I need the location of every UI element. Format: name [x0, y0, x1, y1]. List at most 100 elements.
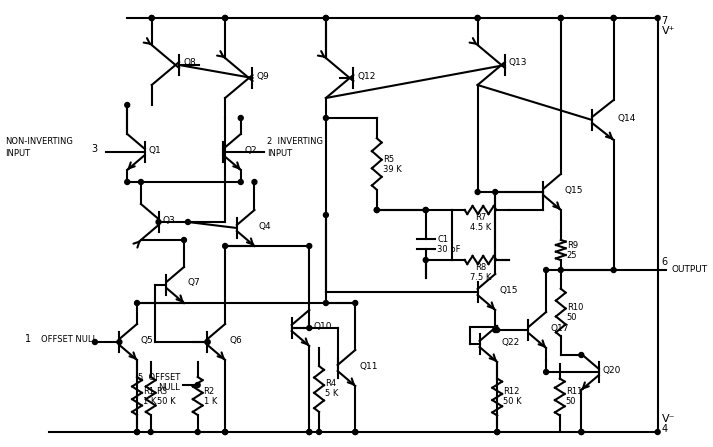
Text: INPUT: INPUT	[267, 149, 292, 159]
Text: NON-INVERTING: NON-INVERTING	[5, 138, 73, 147]
Circle shape	[156, 219, 161, 224]
Text: Q11: Q11	[359, 362, 378, 371]
Circle shape	[495, 430, 500, 434]
Circle shape	[324, 16, 329, 21]
Circle shape	[611, 267, 616, 273]
Circle shape	[353, 300, 358, 305]
Circle shape	[317, 430, 322, 434]
Text: 1 K: 1 K	[143, 396, 156, 405]
Text: R1: R1	[143, 387, 154, 396]
Circle shape	[205, 340, 210, 345]
Text: Q10: Q10	[313, 321, 332, 330]
Text: Q3: Q3	[163, 215, 175, 224]
Circle shape	[424, 257, 429, 262]
Text: V⁻: V⁻	[662, 414, 675, 424]
Circle shape	[222, 244, 227, 249]
Text: 5 K: 5 K	[325, 389, 338, 398]
Circle shape	[324, 16, 329, 21]
Text: 5  OFFSET: 5 OFFSET	[138, 372, 180, 381]
Text: 3: 3	[91, 144, 97, 154]
Circle shape	[238, 180, 243, 185]
Text: R4: R4	[325, 380, 336, 388]
Circle shape	[195, 430, 200, 434]
Circle shape	[611, 16, 616, 21]
Text: R5: R5	[383, 155, 394, 164]
Circle shape	[307, 430, 312, 434]
Text: V⁺: V⁺	[662, 26, 675, 36]
Circle shape	[611, 16, 616, 21]
Circle shape	[579, 430, 584, 434]
Text: 1: 1	[25, 334, 31, 344]
Text: Q6: Q6	[229, 336, 242, 345]
Circle shape	[558, 16, 563, 21]
Circle shape	[655, 430, 660, 434]
Circle shape	[149, 16, 154, 21]
Circle shape	[205, 340, 210, 345]
Text: Q8: Q8	[183, 59, 196, 67]
Circle shape	[374, 207, 379, 212]
Circle shape	[475, 16, 480, 21]
Circle shape	[495, 328, 500, 333]
Circle shape	[307, 325, 312, 330]
Circle shape	[493, 328, 498, 333]
Text: R9: R9	[567, 240, 578, 249]
Circle shape	[307, 430, 312, 434]
Text: 7.5 K: 7.5 K	[470, 273, 491, 282]
Text: R11: R11	[565, 388, 582, 396]
Circle shape	[135, 430, 140, 434]
Circle shape	[125, 180, 130, 185]
Circle shape	[135, 300, 140, 305]
Text: 2  INVERTING: 2 INVERTING	[267, 138, 323, 147]
Text: Q14: Q14	[617, 114, 636, 122]
Circle shape	[543, 267, 548, 273]
Text: R2: R2	[204, 387, 215, 396]
Circle shape	[125, 102, 130, 107]
Circle shape	[135, 430, 140, 434]
Circle shape	[655, 16, 660, 21]
Text: 4.5 K: 4.5 K	[470, 223, 491, 232]
Text: OUTPUT: OUTPUT	[672, 266, 707, 274]
Text: R8: R8	[475, 263, 486, 273]
Circle shape	[307, 244, 312, 249]
Text: 6: 6	[662, 257, 667, 267]
Text: 1 K: 1 K	[204, 396, 217, 405]
Text: C1: C1	[438, 235, 448, 244]
Text: Q20: Q20	[603, 366, 621, 375]
Text: INPUT: INPUT	[5, 149, 30, 159]
Text: 50 K: 50 K	[157, 396, 175, 405]
Circle shape	[238, 115, 243, 121]
Text: Q17: Q17	[550, 324, 568, 333]
Circle shape	[579, 353, 584, 358]
Circle shape	[149, 16, 154, 21]
Circle shape	[324, 115, 329, 121]
Text: Q15: Q15	[499, 286, 518, 295]
Text: Q13: Q13	[509, 59, 528, 67]
Circle shape	[182, 237, 186, 243]
Text: Q15: Q15	[565, 186, 583, 194]
Text: 50: 50	[565, 397, 576, 406]
Text: R12: R12	[503, 388, 519, 396]
Circle shape	[222, 430, 227, 434]
Circle shape	[324, 212, 329, 218]
Circle shape	[222, 16, 227, 21]
Circle shape	[424, 207, 429, 212]
Text: NULL: NULL	[158, 384, 180, 392]
Text: 50 K: 50 K	[503, 397, 522, 406]
Circle shape	[195, 383, 200, 388]
Text: 30 pF: 30 pF	[438, 245, 461, 253]
Circle shape	[495, 430, 500, 434]
Circle shape	[353, 430, 358, 434]
Circle shape	[93, 340, 98, 345]
Text: 50: 50	[567, 313, 577, 322]
Text: R3: R3	[157, 387, 168, 396]
Circle shape	[222, 16, 227, 21]
Text: Q9: Q9	[257, 72, 270, 80]
Circle shape	[475, 190, 480, 194]
Circle shape	[252, 180, 257, 185]
Circle shape	[424, 207, 429, 212]
Text: R7: R7	[475, 214, 486, 223]
Text: Q22: Q22	[501, 337, 519, 346]
Circle shape	[148, 430, 153, 434]
Circle shape	[558, 267, 563, 273]
Circle shape	[324, 300, 329, 305]
